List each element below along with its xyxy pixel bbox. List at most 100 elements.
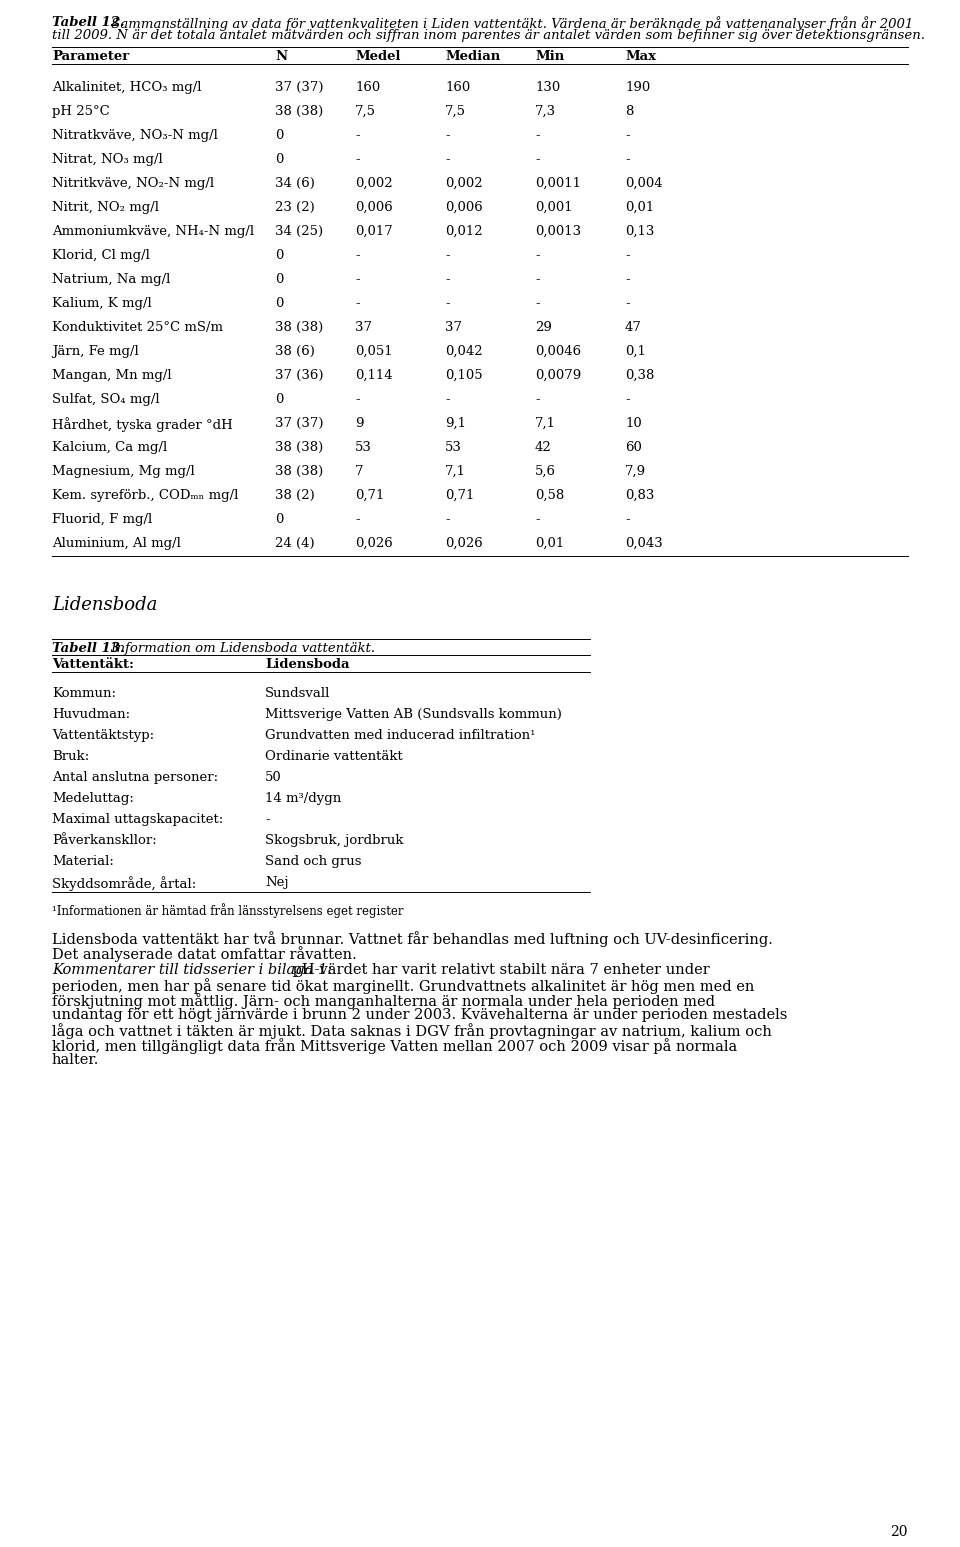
Text: 0,006: 0,006 [355,201,393,213]
Text: Sammanställning av data för vattenkvaliteten i Liden vattentäkt. Värdena är berä: Sammanställning av data för vattenkvalit… [107,15,913,31]
Text: Aluminium, Al mg/l: Aluminium, Al mg/l [52,537,180,551]
Text: 47: 47 [625,320,642,334]
Text: Huvudman:: Huvudman: [52,709,131,721]
Text: 0: 0 [275,272,283,286]
Text: Ammoniumkväve, NH₄-N mg/l: Ammoniumkväve, NH₄-N mg/l [52,224,254,238]
Text: 0,0046: 0,0046 [535,345,581,357]
Text: Natrium, Na mg/l: Natrium, Na mg/l [52,272,170,286]
Text: perioden, men har på senare tid ökat marginellt. Grundvattnets alkalinitet är hö: perioden, men har på senare tid ökat mar… [52,978,755,993]
Text: 23 (2): 23 (2) [275,201,315,213]
Text: 0,71: 0,71 [445,489,474,501]
Text: 7,1: 7,1 [445,466,466,478]
Text: Konduktivitet 25°C mS/m: Konduktivitet 25°C mS/m [52,320,223,334]
Text: -: - [445,297,449,309]
Text: -: - [625,128,630,142]
Text: 38 (38): 38 (38) [275,441,324,453]
Text: 7,5: 7,5 [445,105,466,118]
Text: Kalium, K mg/l: Kalium, K mg/l [52,297,152,309]
Text: 10: 10 [625,418,641,430]
Text: klorid, men tillgängligt data från Mittsverige Vatten mellan 2007 och 2009 visar: klorid, men tillgängligt data från Mitts… [52,1038,737,1054]
Text: Lidensboda: Lidensboda [265,657,349,671]
Text: Ordinarie vattentäkt: Ordinarie vattentäkt [265,750,403,763]
Text: 0,026: 0,026 [445,537,483,551]
Text: Medeluttag:: Medeluttag: [52,792,133,804]
Text: -: - [625,514,630,526]
Text: -: - [445,272,449,286]
Text: 24 (4): 24 (4) [275,537,315,551]
Text: Kem. syreförb., CODₘₙ mg/l: Kem. syreförb., CODₘₙ mg/l [52,489,238,501]
Text: 37 (36): 37 (36) [275,370,324,382]
Text: 0,002: 0,002 [445,176,483,190]
Text: 0: 0 [275,514,283,526]
Text: Magnesium, Mg mg/l: Magnesium, Mg mg/l [52,466,195,478]
Text: 0,13: 0,13 [625,224,655,238]
Text: 160: 160 [355,80,380,94]
Text: Lidensboda vattentäkt har två brunnar. Vattnet får behandlas med luftning och UV: Lidensboda vattentäkt har två brunnar. V… [52,931,773,947]
Text: 0: 0 [275,393,283,405]
Text: 0,004: 0,004 [625,176,662,190]
Text: Kommun:: Kommun: [52,687,116,699]
Text: Sundsvall: Sundsvall [265,687,330,699]
Text: undantag för ett högt järnvärde i brunn 2 under 2003. Kvävehalterna är under per: undantag för ett högt järnvärde i brunn … [52,1009,787,1023]
Text: Sand och grus: Sand och grus [265,855,362,868]
Text: Kommentarer till tidsserier i bilaga 1:: Kommentarer till tidsserier i bilaga 1: [52,962,332,978]
Text: Skyddsområde, årtal:: Skyddsområde, årtal: [52,876,196,891]
Text: 160: 160 [445,80,470,94]
Text: -: - [625,153,630,166]
Text: Grundvatten med inducerad infiltration¹: Grundvatten med inducerad infiltration¹ [265,729,536,743]
Text: -: - [355,272,360,286]
Text: Min: Min [535,50,564,63]
Text: -: - [625,297,630,309]
Text: -: - [355,153,360,166]
Text: -: - [265,814,270,826]
Text: 42: 42 [535,441,552,453]
Text: -: - [625,249,630,261]
Text: 38 (38): 38 (38) [275,320,324,334]
Text: -: - [535,514,540,526]
Text: Mangan, Mn mg/l: Mangan, Mn mg/l [52,370,172,382]
Text: 60: 60 [625,441,642,453]
Text: Tabell 12.: Tabell 12. [52,15,125,29]
Text: 38 (38): 38 (38) [275,466,324,478]
Text: -: - [535,393,540,405]
Text: Vattentäkt:: Vattentäkt: [52,657,134,671]
Text: Skogsbruk, jordbruk: Skogsbruk, jordbruk [265,834,403,848]
Text: 14 m³/dygn: 14 m³/dygn [265,792,341,804]
Text: 53: 53 [355,441,372,453]
Text: Antal anslutna personer:: Antal anslutna personer: [52,770,218,784]
Text: Medel: Medel [355,50,400,63]
Text: -: - [355,249,360,261]
Text: 0,58: 0,58 [535,489,564,501]
Text: pH-värdet har varit relativt stabilt nära 7 enheter under: pH-värdet har varit relativt stabilt när… [288,962,709,978]
Text: 0,051: 0,051 [355,345,393,357]
Text: 0,01: 0,01 [535,537,564,551]
Text: -: - [445,153,449,166]
Text: 34 (6): 34 (6) [275,176,315,190]
Text: Klorid, Cl mg/l: Klorid, Cl mg/l [52,249,150,261]
Text: Mittsverige Vatten AB (Sundsvalls kommun): Mittsverige Vatten AB (Sundsvalls kommun… [265,709,562,721]
Text: Nitratkväve, NO₃-N mg/l: Nitratkväve, NO₃-N mg/l [52,128,218,142]
Text: 0,043: 0,043 [625,537,662,551]
Text: 9,1: 9,1 [445,418,466,430]
Text: 0,0079: 0,0079 [535,370,581,382]
Text: -: - [445,128,449,142]
Text: 130: 130 [535,80,561,94]
Text: 9: 9 [355,418,364,430]
Text: 0,38: 0,38 [625,370,655,382]
Text: 0,0011: 0,0011 [535,176,581,190]
Text: Parameter: Parameter [52,50,130,63]
Text: 0,017: 0,017 [355,224,393,238]
Text: 37 (37): 37 (37) [275,80,324,94]
Text: 0,105: 0,105 [445,370,483,382]
Text: Hårdhet, tyska grader °dH: Hårdhet, tyska grader °dH [52,418,232,432]
Text: -: - [535,128,540,142]
Text: ¹Informationen är hämtad från länsstyrelsens eget register: ¹Informationen är hämtad från länsstyrel… [52,903,403,917]
Text: 5,6: 5,6 [535,466,556,478]
Text: 29: 29 [535,320,552,334]
Text: Alkalinitet, HCO₃ mg/l: Alkalinitet, HCO₃ mg/l [52,80,202,94]
Text: 7,1: 7,1 [535,418,556,430]
Text: Kalcium, Ca mg/l: Kalcium, Ca mg/l [52,441,167,453]
Text: 0,002: 0,002 [355,176,393,190]
Text: -: - [355,128,360,142]
Text: -: - [625,272,630,286]
